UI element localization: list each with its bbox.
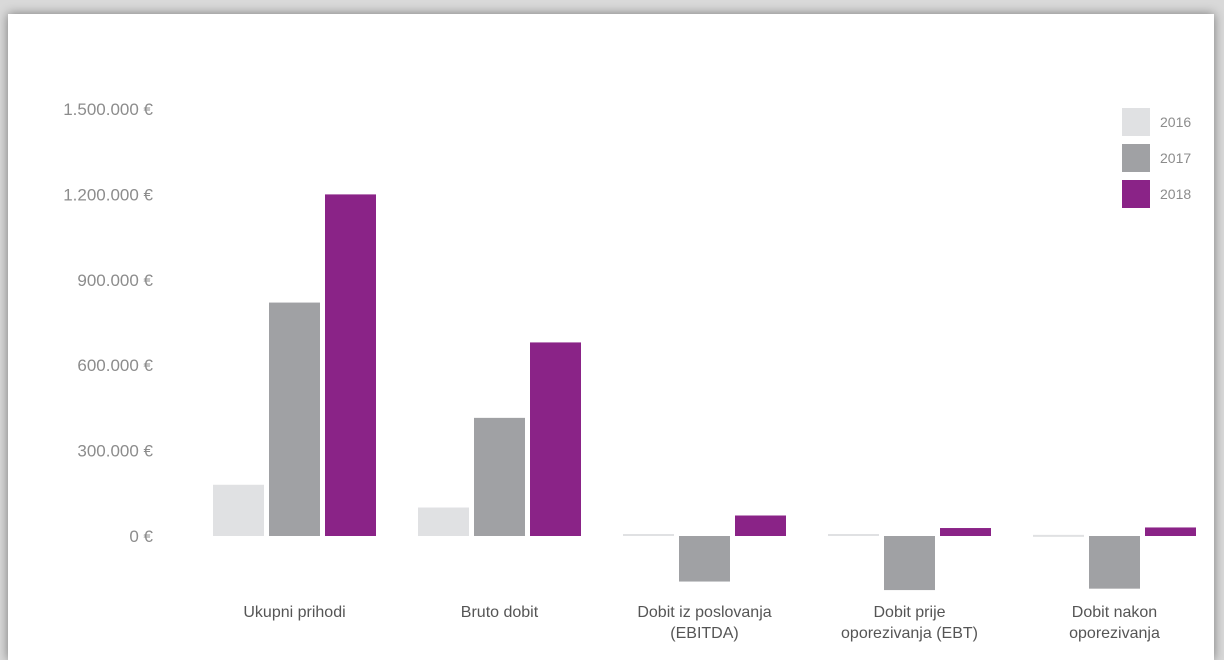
category-label: oporezivanja xyxy=(1069,625,1160,642)
bar-2016-3 xyxy=(828,534,879,537)
bar-2016-1 xyxy=(418,507,469,536)
legend: 2016 2017 2018 xyxy=(1122,108,1191,208)
y-tick-label: 900.000 € xyxy=(77,271,153,290)
bar-2018-1 xyxy=(530,342,581,536)
legend-swatch-2016 xyxy=(1122,108,1150,136)
legend-swatch-2017 xyxy=(1122,144,1150,172)
bar-2018-0 xyxy=(325,194,376,536)
category-label: (EBITDA) xyxy=(670,625,738,642)
bar-2018-3 xyxy=(940,528,991,536)
bar-2016-4 xyxy=(1033,534,1084,537)
bars xyxy=(213,194,1196,591)
category-labels: Ukupni prihodi Bruto dobit Dobit iz poslov… xyxy=(243,604,1160,642)
legend-label-2018: 2018 xyxy=(1160,186,1191,202)
category-label: Bruto dobit xyxy=(461,604,539,621)
y-tick-label: 1.200.000 € xyxy=(63,185,153,204)
y-tick-label: 300.000 € xyxy=(77,442,153,461)
category-label: Dobit nakon xyxy=(1072,604,1157,621)
category-label: oporezivanja (EBT) xyxy=(841,625,978,642)
category-label: Ukupni prihodi xyxy=(243,604,345,621)
bar-2017-2 xyxy=(679,536,730,582)
legend-label-2017: 2017 xyxy=(1160,150,1191,166)
bar-2016-2 xyxy=(623,534,674,537)
y-tick-label: 1.500.000 € xyxy=(63,100,153,119)
bar-2017-0 xyxy=(269,302,320,536)
y-tick-label: 600.000 € xyxy=(77,356,153,375)
bar-2017-1 xyxy=(474,417,525,536)
bar-2017-3 xyxy=(884,536,935,591)
bar-2016-0 xyxy=(213,484,264,536)
bar-2017-4 xyxy=(1089,536,1140,589)
y-tick-label: 0 € xyxy=(129,527,153,546)
category-label: Dobit prije xyxy=(873,604,945,621)
chart-frame: 0 € 300.000 € 600.000 € 900.000 € 1.200.000 … xyxy=(8,14,1214,660)
legend-swatch-2018 xyxy=(1122,180,1150,208)
y-axis-ticks: 0 € 300.000 € 600.000 € 900.000 € 1.200.000 … xyxy=(63,100,153,546)
bar-2018-2 xyxy=(735,515,786,536)
bar-2018-4 xyxy=(1145,527,1196,536)
category-label: Dobit iz poslovanja xyxy=(637,604,771,621)
legend-label-2016: 2016 xyxy=(1160,114,1191,130)
bar-chart: 0 € 300.000 € 600.000 € 900.000 € 1.200.000 … xyxy=(63,100,1196,642)
